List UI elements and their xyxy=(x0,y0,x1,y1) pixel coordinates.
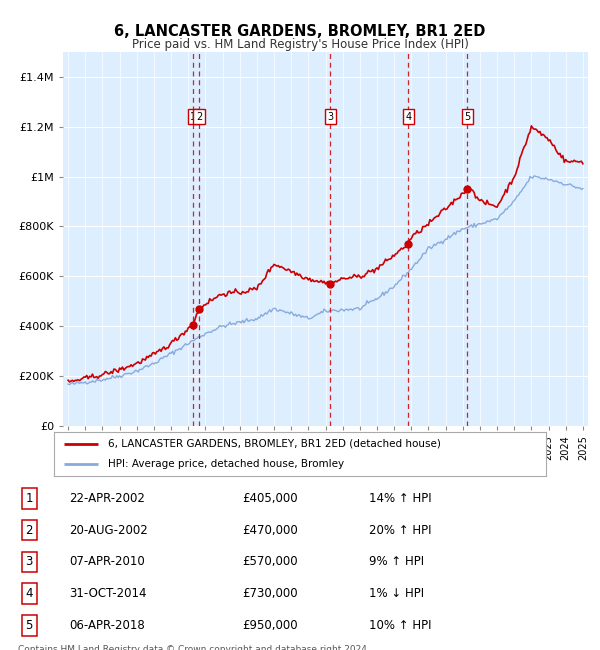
Text: £570,000: £570,000 xyxy=(242,555,298,568)
Text: 4: 4 xyxy=(406,112,412,122)
Text: 5: 5 xyxy=(464,112,470,122)
Text: 14% ↑ HPI: 14% ↑ HPI xyxy=(369,491,432,504)
Text: 6, LANCASTER GARDENS, BROMLEY, BR1 2ED (detached house): 6, LANCASTER GARDENS, BROMLEY, BR1 2ED (… xyxy=(108,439,441,448)
Text: 06-APR-2018: 06-APR-2018 xyxy=(70,619,145,632)
Text: 9% ↑ HPI: 9% ↑ HPI xyxy=(369,555,424,568)
Text: Contains HM Land Registry data © Crown copyright and database right 2024.
This d: Contains HM Land Registry data © Crown c… xyxy=(18,645,370,650)
Text: £730,000: £730,000 xyxy=(242,588,298,601)
Text: 3: 3 xyxy=(26,555,33,568)
Text: 5: 5 xyxy=(26,619,33,632)
Text: 2: 2 xyxy=(26,524,33,537)
Text: £470,000: £470,000 xyxy=(242,524,298,537)
Text: 4: 4 xyxy=(26,588,33,601)
Text: 3: 3 xyxy=(327,112,333,122)
Text: 6, LANCASTER GARDENS, BROMLEY, BR1 2ED: 6, LANCASTER GARDENS, BROMLEY, BR1 2ED xyxy=(115,23,485,39)
Text: 1: 1 xyxy=(26,491,33,504)
Text: 2: 2 xyxy=(196,112,202,122)
Text: £405,000: £405,000 xyxy=(242,491,298,504)
Text: 10% ↑ HPI: 10% ↑ HPI xyxy=(369,619,431,632)
Text: 20-AUG-2002: 20-AUG-2002 xyxy=(70,524,148,537)
Text: Price paid vs. HM Land Registry's House Price Index (HPI): Price paid vs. HM Land Registry's House … xyxy=(131,38,469,51)
Text: 22-APR-2002: 22-APR-2002 xyxy=(70,491,145,504)
Text: 1% ↓ HPI: 1% ↓ HPI xyxy=(369,588,424,601)
Text: 31-OCT-2014: 31-OCT-2014 xyxy=(70,588,147,601)
Text: 07-APR-2010: 07-APR-2010 xyxy=(70,555,145,568)
Text: 1: 1 xyxy=(190,112,196,122)
Text: £950,000: £950,000 xyxy=(242,619,298,632)
Text: HPI: Average price, detached house, Bromley: HPI: Average price, detached house, Brom… xyxy=(108,459,344,469)
Text: 20% ↑ HPI: 20% ↑ HPI xyxy=(369,524,431,537)
